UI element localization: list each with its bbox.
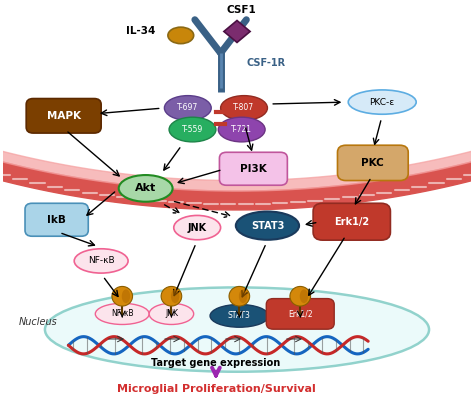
Text: T-807: T-807 — [234, 103, 255, 112]
Ellipse shape — [210, 304, 269, 327]
Text: Erk1/2: Erk1/2 — [334, 217, 369, 227]
Text: IL-34: IL-34 — [126, 26, 155, 36]
Ellipse shape — [220, 95, 267, 120]
FancyBboxPatch shape — [25, 203, 88, 236]
Ellipse shape — [45, 288, 429, 372]
Ellipse shape — [229, 286, 250, 306]
Text: NF-κB: NF-κB — [111, 310, 134, 318]
Text: Nucleus: Nucleus — [19, 317, 58, 327]
Ellipse shape — [169, 117, 216, 142]
Text: JNK: JNK — [165, 310, 178, 318]
Text: STAT3: STAT3 — [228, 311, 251, 320]
Ellipse shape — [161, 286, 182, 306]
Ellipse shape — [290, 286, 310, 306]
FancyBboxPatch shape — [337, 145, 408, 180]
Text: Microglial Proliferation/Survival: Microglial Proliferation/Survival — [117, 385, 315, 395]
Ellipse shape — [171, 290, 179, 303]
Ellipse shape — [149, 303, 194, 324]
Text: MAPK: MAPK — [46, 111, 81, 121]
Text: JNK: JNK — [188, 223, 207, 233]
Ellipse shape — [168, 27, 194, 44]
Text: T-697: T-697 — [177, 103, 199, 112]
Text: PKC-ε: PKC-ε — [370, 97, 395, 107]
Text: PI3K: PI3K — [240, 164, 267, 174]
Ellipse shape — [112, 286, 133, 306]
Text: Akt: Akt — [135, 183, 156, 193]
Ellipse shape — [95, 303, 149, 324]
Ellipse shape — [74, 249, 128, 273]
Ellipse shape — [300, 290, 308, 303]
Text: Erk1/2: Erk1/2 — [288, 310, 312, 318]
Ellipse shape — [122, 290, 130, 303]
Text: STAT3: STAT3 — [251, 221, 284, 231]
Text: PKC: PKC — [362, 158, 384, 168]
Ellipse shape — [218, 117, 265, 142]
FancyBboxPatch shape — [266, 299, 334, 329]
Text: IkB: IkB — [47, 215, 66, 225]
Text: Target gene expression: Target gene expression — [151, 358, 281, 368]
Text: T-559: T-559 — [182, 125, 203, 134]
FancyBboxPatch shape — [313, 203, 391, 240]
Text: CSF1: CSF1 — [227, 5, 256, 14]
Ellipse shape — [239, 290, 247, 303]
Ellipse shape — [348, 90, 416, 114]
Ellipse shape — [236, 211, 299, 240]
Ellipse shape — [174, 215, 220, 240]
Text: T-721: T-721 — [231, 125, 252, 134]
FancyBboxPatch shape — [219, 152, 287, 185]
Text: NF-κB: NF-κB — [88, 256, 114, 265]
Ellipse shape — [118, 175, 173, 202]
Polygon shape — [224, 20, 250, 43]
Ellipse shape — [164, 95, 211, 120]
FancyBboxPatch shape — [26, 99, 101, 133]
Text: CSF-1R: CSF-1R — [246, 58, 285, 68]
